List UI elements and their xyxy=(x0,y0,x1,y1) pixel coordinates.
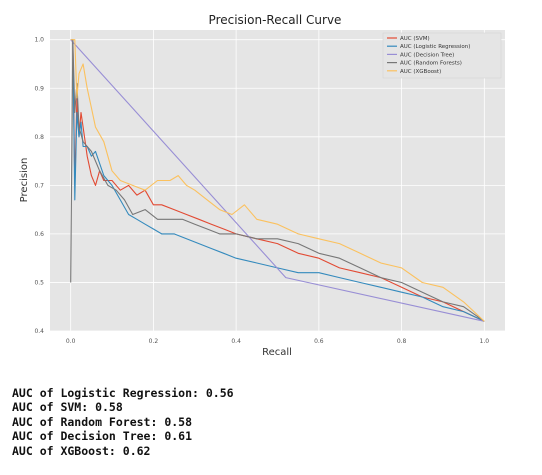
legend-label: AUC (Decision Tree) xyxy=(400,52,454,58)
output-line-logistic: AUC of Logistic Regression: 0.56 xyxy=(12,386,234,400)
output-line-decision-tree: AUC of Decision Tree: 0.61 xyxy=(12,429,234,443)
legend-label: AUC (SVM) xyxy=(400,36,430,42)
x-tick-label: 0.4 xyxy=(231,338,241,345)
x-tick-label: 0.6 xyxy=(314,338,324,345)
legend-label: AUC (Logistic Regression) xyxy=(400,44,470,50)
legend-label: AUC (XGBoost) xyxy=(400,69,441,75)
x-tick-label: 1.0 xyxy=(480,338,490,345)
y-tick-label: 0.7 xyxy=(34,182,44,189)
output-line-svm: AUC of SVM: 0.58 xyxy=(12,400,234,414)
precision-recall-chart: Precision-Recall Curve 0.0 0.2 0.4 0.6 0.8 1.… xyxy=(0,0,542,380)
y-axis-label: Precision xyxy=(19,158,30,203)
x-tick-label: 0.0 xyxy=(66,338,76,345)
y-tick-label: 0.5 xyxy=(34,279,44,286)
y-tick-label: 0.9 xyxy=(34,85,44,92)
y-tick-label: 0.8 xyxy=(34,134,44,141)
x-axis-label: Recall xyxy=(262,347,292,358)
y-tick-label: 1.0 xyxy=(34,37,44,44)
legend: AUC (SVM) AUC (Logistic Regression) AUC (D… xyxy=(383,33,501,78)
console-output: AUC of Logistic Regression: 0.56 AUC of … xyxy=(12,386,234,458)
x-tick-label: 0.2 xyxy=(149,338,159,345)
output-line-random-forest: AUC of Random Forest: 0.58 xyxy=(12,415,234,429)
x-tick-label: 0.8 xyxy=(397,338,407,345)
chart-title: Precision-Recall Curve xyxy=(209,13,342,27)
y-tick-label: 0.4 xyxy=(34,328,44,335)
y-tick-label: 0.6 xyxy=(34,231,44,238)
output-line-xgboost: AUC of XGBoost: 0.62 xyxy=(12,444,234,458)
legend-label: AUC (Random Forests) xyxy=(400,61,462,67)
